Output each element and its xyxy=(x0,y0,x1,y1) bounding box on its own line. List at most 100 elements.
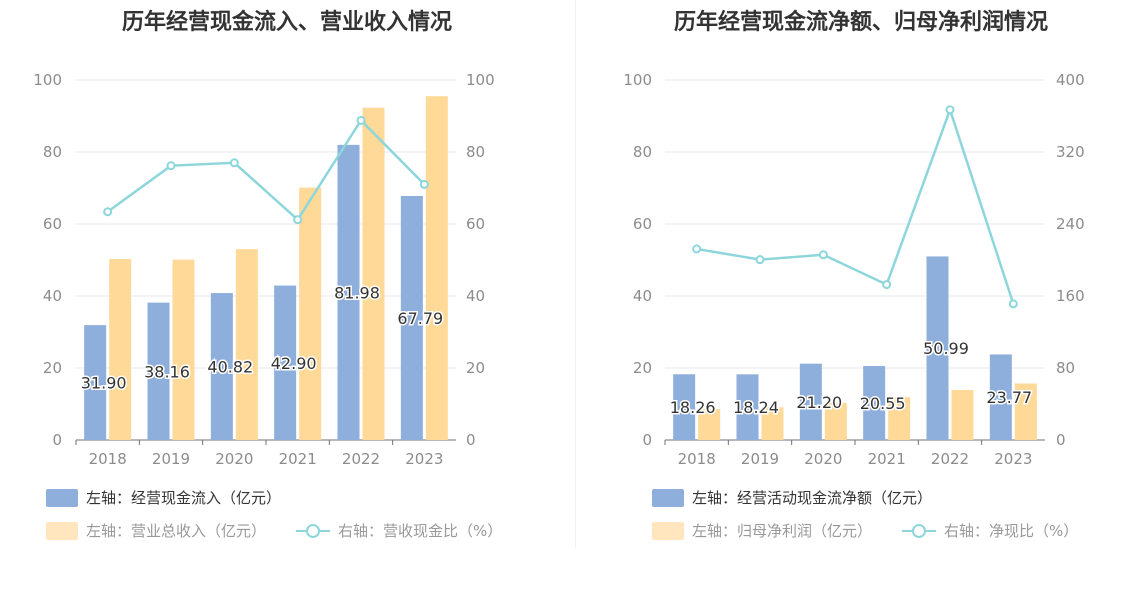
line-point xyxy=(1008,299,1018,309)
legend-item-bar2[interactable]: 左轴：归母净利润（亿元） xyxy=(652,520,872,541)
bar-series-2 xyxy=(761,407,784,440)
legend-item-line[interactable]: 右轴：净现比（%） xyxy=(902,520,1078,541)
left-axis-tick-label: 60 xyxy=(633,215,652,233)
bar-series-1 xyxy=(926,256,949,440)
right-axis-tick-label: 80 xyxy=(1056,359,1075,377)
legend-label: 左轴：经营活动现金流净额（亿元） xyxy=(692,489,933,507)
x-axis-tick-label: 2019 xyxy=(152,450,190,468)
line-point xyxy=(755,255,765,265)
bar-series-1 xyxy=(736,374,759,440)
right-axis-tick-label: 20 xyxy=(466,359,485,377)
legend-label: 左轴：经营现金流入（亿元） xyxy=(86,489,282,507)
right-axis-tick-label: 320 xyxy=(1056,143,1085,161)
data-label: 40.82 xyxy=(207,358,253,377)
data-label: 23.77 xyxy=(986,388,1032,407)
line-point xyxy=(103,207,113,217)
line-point xyxy=(882,280,892,290)
right-axis-tick-label: 160 xyxy=(1056,287,1085,305)
line-point xyxy=(945,105,955,115)
chart-svg: 0 0 20 80 40 160 60 240 80 320 100 400 2018 2019 2020 2… xyxy=(623,71,1085,468)
right-axis-tick-label: 0 xyxy=(1056,431,1066,449)
bar-series-2 xyxy=(425,96,448,440)
chart-title: 历年经营现金流入、营业收入情况 xyxy=(121,10,452,35)
legend-swatch-orange xyxy=(652,521,684,540)
data-label: 21.20 xyxy=(796,393,842,412)
x-axis-tick-label: 2022 xyxy=(931,450,969,468)
left-axis-tick-label: 100 xyxy=(623,71,652,89)
x-axis-tick-label: 2023 xyxy=(405,450,443,468)
legend-swatch-blue xyxy=(46,488,78,507)
bar-series-1 xyxy=(210,293,233,440)
bar-series-2 xyxy=(888,397,911,440)
right-axis-tick-label: 40 xyxy=(466,287,485,305)
line-series xyxy=(106,118,426,222)
right-axis-tick-label: 240 xyxy=(1056,215,1085,233)
left-axis-tick-label: 0 xyxy=(52,431,62,449)
left-axis-tick-label: 40 xyxy=(43,287,62,305)
legend-item-bar2[interactable]: 左轴：营业总收入（亿元） xyxy=(46,520,266,541)
left-axis-tick-label: 80 xyxy=(43,143,62,161)
right-axis-tick-label: 60 xyxy=(466,215,485,233)
x-axis-tick-label: 2021 xyxy=(868,450,906,468)
bar-series-1 xyxy=(400,195,423,440)
legend-swatch-orange xyxy=(46,521,78,540)
bar-series-2 xyxy=(362,107,385,440)
data-label: 38.16 xyxy=(144,362,190,381)
bar-series-1 xyxy=(673,374,696,440)
bar-series-2 xyxy=(824,402,847,440)
bar-series-2 xyxy=(951,389,974,440)
legend-swatch-blue xyxy=(652,488,684,507)
x-axis-tick-label: 2019 xyxy=(741,450,779,468)
legend-label: 右轴：营收现金比（%） xyxy=(338,522,503,540)
legend-label: 左轴：营业总收入（亿元） xyxy=(86,522,267,540)
line-point xyxy=(229,158,239,168)
right-axis-tick-label: 400 xyxy=(1056,71,1085,89)
legend-item-bar1[interactable]: 左轴：经营现金流入（亿元） xyxy=(46,487,281,508)
bar-series-2 xyxy=(698,409,721,440)
bar-series-1 xyxy=(337,144,360,440)
bar-series-1 xyxy=(989,354,1012,440)
legend-item-line[interactable]: 右轴：营收现金比（%） xyxy=(296,520,502,541)
data-label: 18.24 xyxy=(733,398,779,417)
bar-series-2 xyxy=(235,249,258,440)
bar-series-1 xyxy=(799,363,822,440)
bar-series-1 xyxy=(84,325,107,440)
data-label: 67.79 xyxy=(397,309,443,328)
x-axis-tick-label: 2022 xyxy=(342,450,380,468)
bar-series-1 xyxy=(863,366,886,440)
bar-series-2 xyxy=(1014,383,1037,440)
x-axis-tick-label: 2020 xyxy=(215,450,253,468)
left-axis-tick-label: 80 xyxy=(633,143,652,161)
legend-line-marker-icon xyxy=(902,522,936,540)
data-label: 18.26 xyxy=(670,398,716,417)
left-axis-tick-label: 0 xyxy=(642,431,652,449)
data-label: 31.90 xyxy=(81,374,127,393)
left-axis-tick-label: 40 xyxy=(633,287,652,305)
bar-series-1 xyxy=(274,285,297,440)
line-point xyxy=(692,244,702,254)
legend-line-marker-icon xyxy=(296,522,330,540)
line-point xyxy=(356,115,366,125)
chart-panel-cash-inflow-revenue: 历年经营现金流入、营业收入情况 0 0 20 20 40 40 60 60 80 80 100 100… xyxy=(33,10,502,541)
chart-panel-net-cashflow-profit: 历年经营现金流净额、归母净利润情况 0 0 20 80 40 160 60 240 80 320 1… xyxy=(574,0,1148,589)
legend-label: 左轴：归母净利润（亿元） xyxy=(692,522,873,540)
x-axis-tick-label: 2023 xyxy=(994,450,1032,468)
line-point xyxy=(293,215,303,225)
left-axis-tick-label: 20 xyxy=(43,359,62,377)
right-axis-tick-label: 100 xyxy=(466,71,495,89)
line-point xyxy=(166,161,176,171)
bar-series-2 xyxy=(172,259,195,440)
data-label: 20.55 xyxy=(860,394,906,413)
left-axis-tick-label: 20 xyxy=(633,359,652,377)
line-point xyxy=(818,250,828,260)
panel-divider xyxy=(575,0,576,548)
chart-title: 历年经营现金流净额、归母净利润情况 xyxy=(673,10,1048,35)
legend-item-bar1[interactable]: 左轴：经营活动现金流净额（亿元） xyxy=(652,487,932,508)
data-label: 42.90 xyxy=(271,354,317,373)
line-series xyxy=(696,105,1015,305)
x-axis-tick-label: 2018 xyxy=(89,450,127,468)
x-axis-tick-label: 2020 xyxy=(804,450,842,468)
x-axis-tick-label: 2018 xyxy=(678,450,716,468)
data-label: 50.99 xyxy=(923,339,969,358)
left-axis-tick-label: 100 xyxy=(33,71,62,89)
